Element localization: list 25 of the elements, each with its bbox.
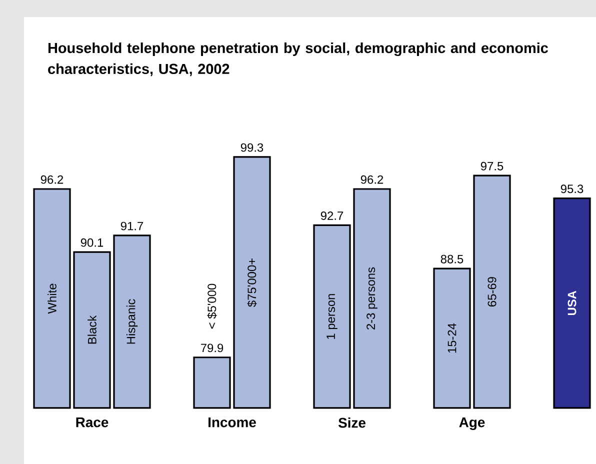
data-label: 88.5: [440, 254, 464, 264]
x-tick-label: Black: [88, 315, 96, 344]
text: Income: [208, 418, 256, 428]
x-tick-label: $75'000+: [247, 258, 257, 307]
data-label: 79.9: [200, 344, 224, 352]
chart-title: Household telephone penetration by social, demographic and economic characteristics, USA, 2002: [48, 42, 548, 76]
text: Race: [76, 418, 108, 428]
x-tick-label: 1 person: [326, 294, 338, 339]
data-label: 92.7: [320, 212, 344, 220]
x-tick-label: 15-24: [448, 323, 456, 353]
text: Size: [338, 418, 366, 428]
x-tick-label: Hispanic: [126, 299, 138, 344]
data-label: 91.7: [120, 222, 144, 230]
x-tick-label: USA: [568, 290, 576, 316]
data-label: 90.1: [80, 238, 104, 247]
x-tick-label: White: [48, 284, 56, 314]
data-label: 96.2: [360, 175, 384, 184]
data-label: 96.2: [40, 175, 64, 184]
x-tick-label: 2-3 persons: [366, 267, 378, 330]
x-tick-label: 65-69: [488, 277, 496, 306]
x-tick-label: < $5'000: [207, 284, 217, 329]
data-label: 95.3: [560, 184, 584, 194]
text: Age: [459, 418, 485, 430]
data-label: 99.3: [240, 143, 264, 152]
data-label: 97.5: [480, 162, 504, 170]
